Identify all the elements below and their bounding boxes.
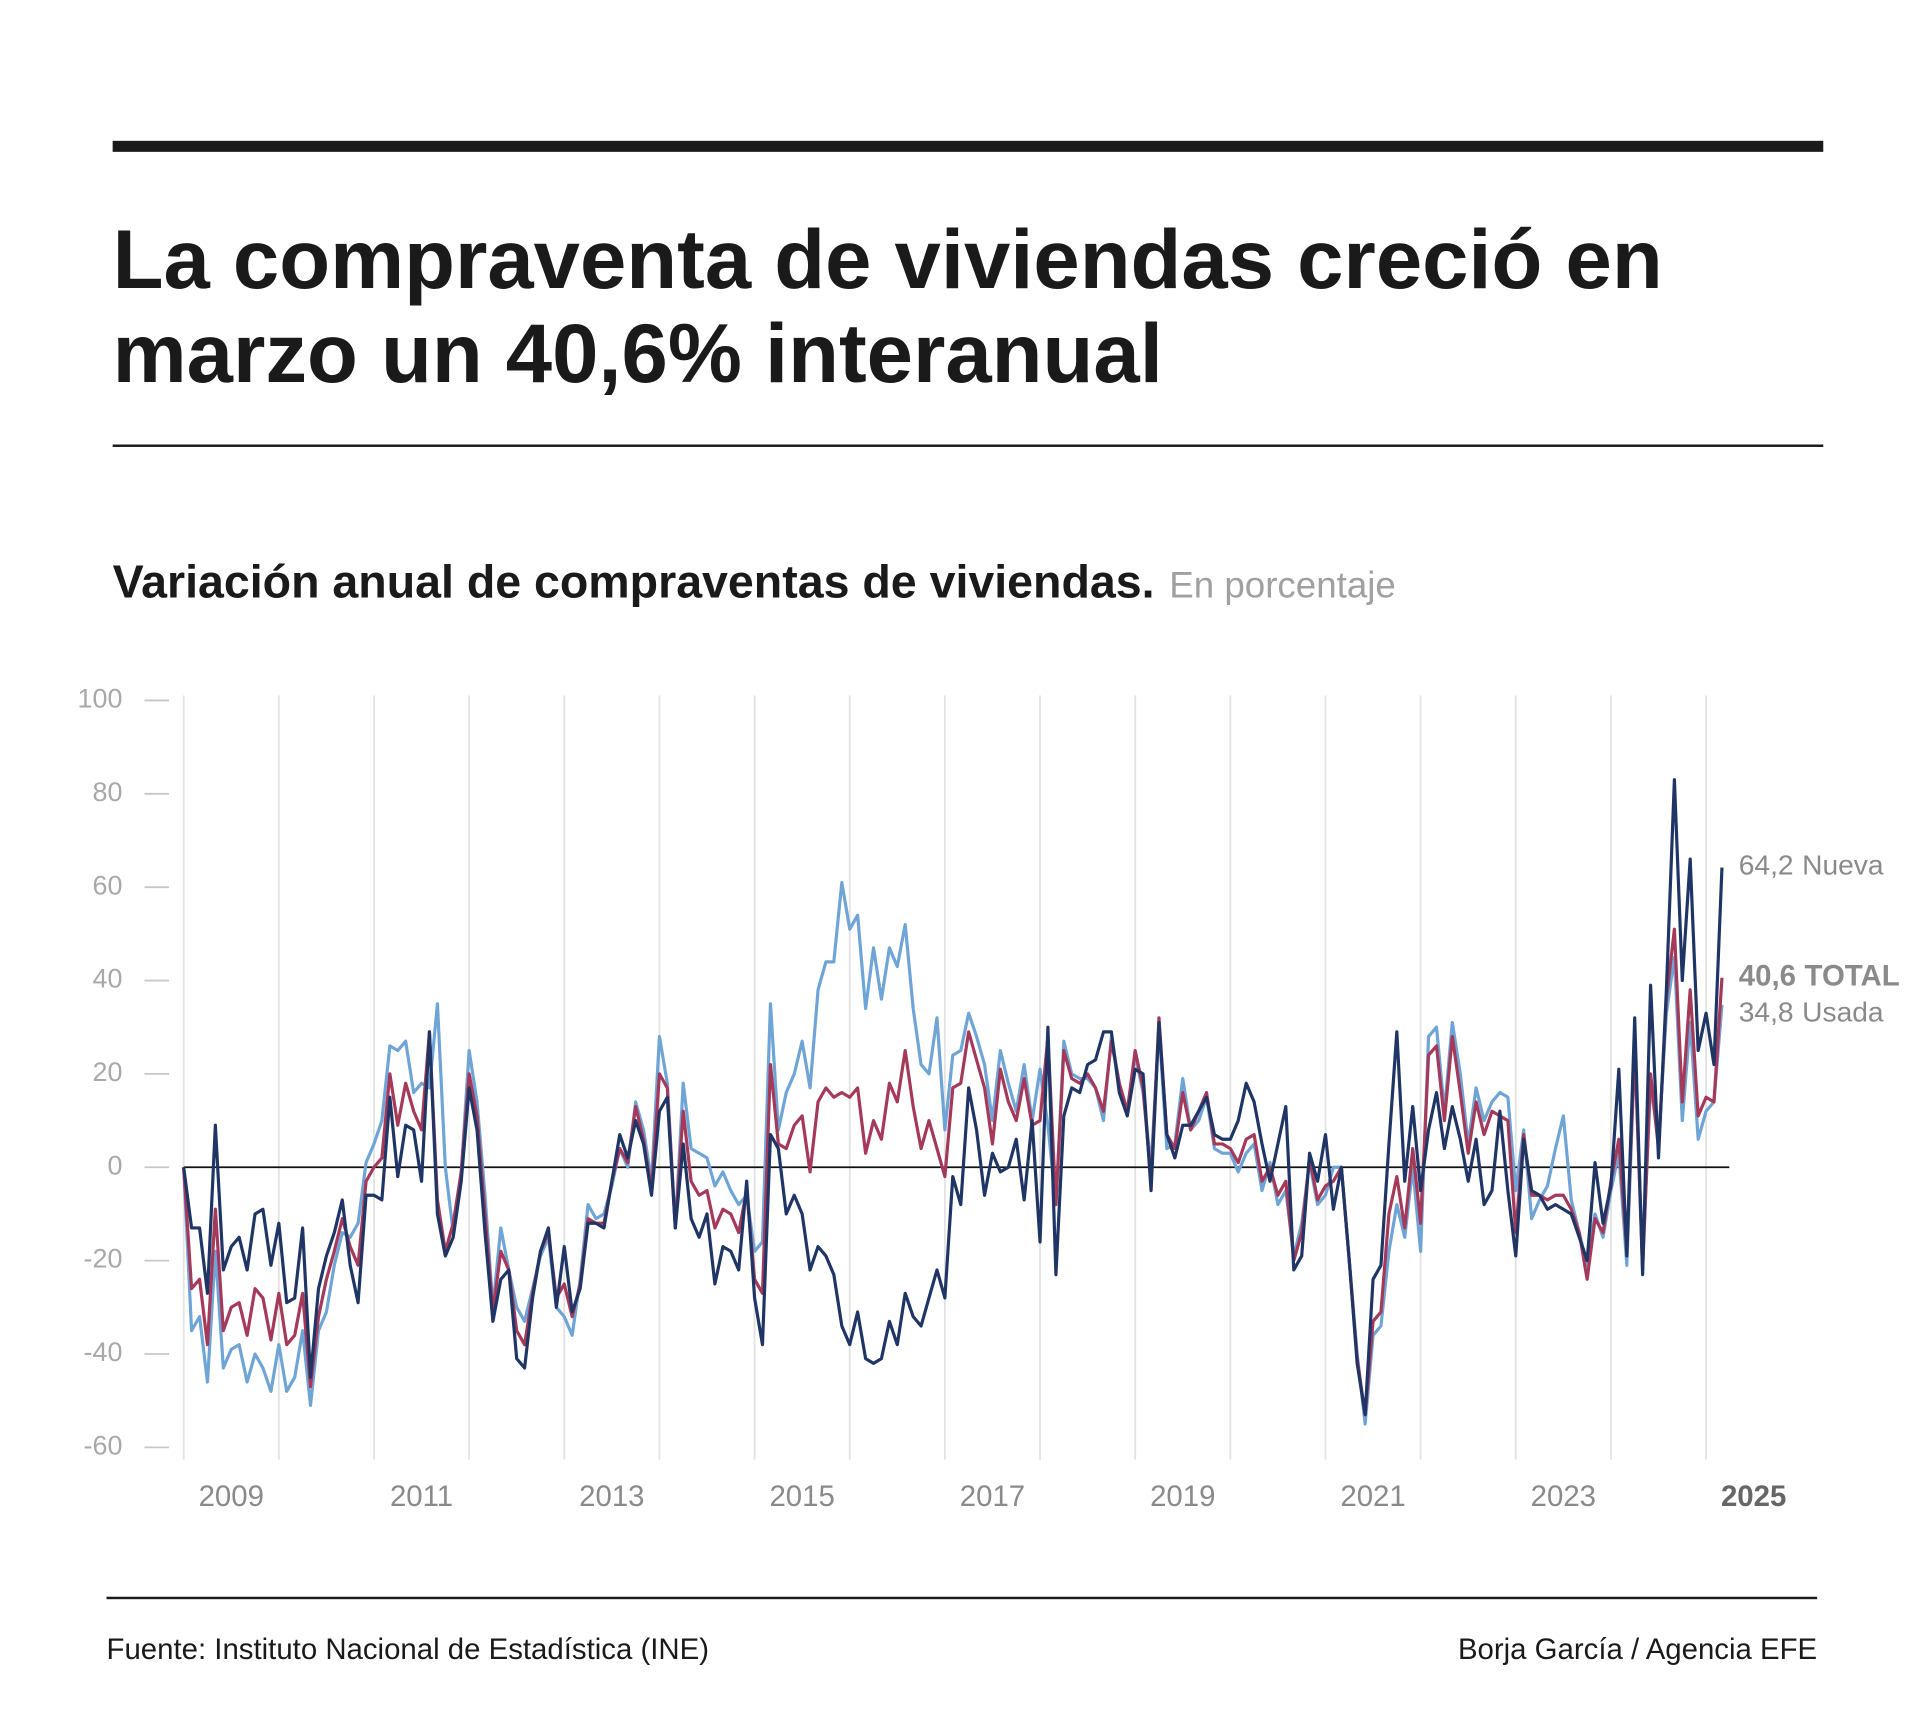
series-line xyxy=(182,927,1724,1417)
x-tick-label: 2009 xyxy=(199,1480,264,1513)
title-rule xyxy=(112,444,1824,447)
grid: 100 80 60 40 20 0 -20 -40 -60 2009 2011 2013 2015 201… xyxy=(78,684,1787,1514)
y-tick-label: -40 xyxy=(84,1337,123,1367)
footer-rule xyxy=(106,1596,1818,1600)
series-line xyxy=(182,880,1724,1426)
end-label: 64,2 Nueva xyxy=(1739,850,1884,881)
y-tick-label: -20 xyxy=(84,1244,123,1274)
legend-entry: TOTAL xyxy=(1805,959,1900,992)
y-tick-label: 40 xyxy=(92,964,122,994)
x-tick-label: 2015 xyxy=(769,1480,834,1513)
subtitle-row: Variación anual de compraventas de vivie… xyxy=(113,556,1396,608)
top-rule xyxy=(112,140,1824,152)
plot xyxy=(182,778,1724,1426)
y-tick-label: -60 xyxy=(84,1430,123,1460)
chart-title: marzo un 40,6% interanual xyxy=(113,307,1163,400)
x-tick-label: 2011 xyxy=(390,1480,453,1513)
legend-entry: Usada xyxy=(1802,997,1884,1028)
y-tick-label: 0 xyxy=(107,1150,122,1180)
x-tick-label: 2023 xyxy=(1531,1480,1596,1513)
y-tick-label: 80 xyxy=(92,777,122,807)
series-line xyxy=(182,778,1724,1417)
x-tick-label: 2025 xyxy=(1721,1480,1786,1513)
x-tick-label: 2013 xyxy=(579,1480,644,1513)
x-tick-label: 2021 xyxy=(1340,1480,1405,1513)
source: Fuente: Instituto Nacional de Estadístic… xyxy=(107,1633,709,1666)
end-label: 40,6 TOTAL xyxy=(1739,959,1900,992)
chart-title: La compraventa de viviendas creció en xyxy=(113,213,1663,306)
credit: Borja García / Agencia EFE xyxy=(1458,1633,1817,1666)
end-value: 64,2 xyxy=(1739,850,1794,881)
y-tick-label: 100 xyxy=(78,684,123,714)
y-tick-label: 20 xyxy=(92,1057,122,1087)
x-tick-label: 2019 xyxy=(1150,1480,1215,1513)
end-value: 40,6 xyxy=(1739,959,1796,992)
x-tick-label: 2017 xyxy=(960,1480,1025,1513)
end-value: 34,8 xyxy=(1739,997,1794,1028)
subtitle: Variación anual de compraventas de vivie… xyxy=(113,556,1155,608)
end-label: 34,8 Usada xyxy=(1739,997,1884,1028)
y-tick-label: 60 xyxy=(92,870,122,900)
unit: En porcentaje xyxy=(1169,565,1396,606)
legend-entry: Nueva xyxy=(1802,850,1884,881)
